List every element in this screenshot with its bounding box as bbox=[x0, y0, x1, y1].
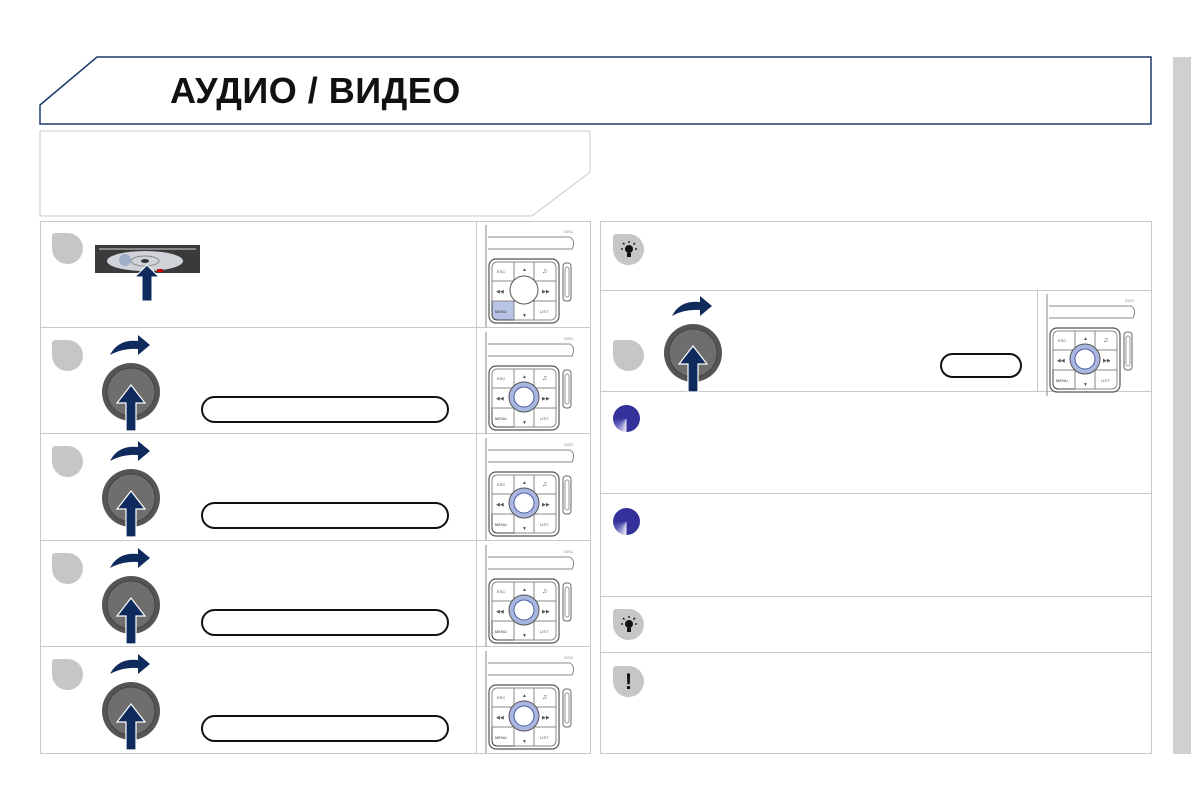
svg-text:LIST: LIST bbox=[540, 735, 549, 740]
svg-text:MENU: MENU bbox=[495, 735, 507, 740]
svg-text:LIST: LIST bbox=[540, 629, 549, 634]
rotary-knob-icon bbox=[100, 546, 170, 646]
step-badge bbox=[52, 446, 83, 477]
svg-text:LIST: LIST bbox=[1101, 378, 1110, 383]
svg-text:ESC: ESC bbox=[497, 269, 505, 274]
svg-text:ESC: ESC bbox=[497, 376, 505, 381]
svg-text:DISC: DISC bbox=[564, 229, 574, 234]
page-title: АУДИО / ВИДЕО bbox=[170, 70, 461, 111]
rotary-knob-icon bbox=[100, 333, 170, 433]
svg-text:MENU: MENU bbox=[1056, 378, 1068, 383]
control-panel-dial: DISC ESC MENU LIST ▲ ▼ ◀◀ ▶▶ ♫ bbox=[484, 543, 580, 647]
svg-text:♫: ♫ bbox=[542, 375, 547, 382]
intro-box bbox=[40, 131, 580, 216]
divider bbox=[600, 652, 1152, 653]
divider bbox=[40, 327, 591, 328]
divider bbox=[1037, 290, 1038, 391]
steps-panel bbox=[40, 221, 591, 754]
svg-text:ESC: ESC bbox=[497, 695, 505, 700]
step-badge bbox=[52, 553, 83, 584]
svg-text:LIST: LIST bbox=[540, 416, 549, 421]
svg-text:▲: ▲ bbox=[522, 587, 527, 593]
exclamation-icon: ! bbox=[613, 666, 644, 697]
svg-text:▶▶: ▶▶ bbox=[542, 715, 550, 721]
svg-text:▲: ▲ bbox=[522, 693, 527, 699]
svg-text:♫: ♫ bbox=[1103, 337, 1108, 344]
divider bbox=[600, 596, 1152, 597]
svg-text:ESC: ESC bbox=[497, 589, 505, 594]
svg-text:DISC: DISC bbox=[564, 655, 574, 660]
display-field bbox=[201, 715, 449, 742]
divider bbox=[40, 433, 591, 434]
rotary-knob-icon bbox=[100, 652, 170, 752]
svg-text:ESC: ESC bbox=[1058, 338, 1066, 343]
svg-text:▼: ▼ bbox=[1083, 382, 1088, 388]
svg-text:▼: ▼ bbox=[522, 526, 527, 532]
control-panel-menu: DISC ESC MENU LIST ▲ ▼ ◀◀ ▶▶ ♫ bbox=[484, 223, 580, 327]
svg-text:▲: ▲ bbox=[522, 374, 527, 380]
control-panel-dial: DISC ESC MENU LIST ▲ ▼ ◀◀ ▶▶ ♫ bbox=[1045, 292, 1141, 396]
divider bbox=[600, 290, 1152, 291]
scrollbar[interactable] bbox=[1173, 57, 1191, 754]
svg-text:♫: ♫ bbox=[542, 481, 547, 488]
divider bbox=[40, 540, 591, 541]
control-panel-dial: DISC ESC MENU LIST ▲ ▼ ◀◀ ▶▶ ♫ bbox=[484, 649, 580, 753]
display-field bbox=[201, 396, 449, 423]
step-badge bbox=[613, 340, 644, 371]
svg-text:◀◀: ◀◀ bbox=[496, 502, 504, 508]
divider bbox=[476, 221, 477, 754]
svg-text:◀◀: ◀◀ bbox=[496, 715, 504, 721]
svg-text:▶▶: ▶▶ bbox=[1103, 358, 1111, 364]
svg-text:LIST: LIST bbox=[540, 522, 549, 527]
svg-text:▼: ▼ bbox=[522, 633, 527, 639]
svg-text:▼: ▼ bbox=[522, 313, 527, 319]
svg-text:DISC: DISC bbox=[564, 549, 574, 554]
blue-disc-icon bbox=[613, 405, 640, 432]
svg-text:▶▶: ▶▶ bbox=[542, 396, 550, 402]
svg-text:▼: ▼ bbox=[522, 420, 527, 426]
svg-text:▲: ▲ bbox=[1083, 336, 1088, 342]
info-panel bbox=[600, 221, 1152, 754]
svg-text:▲: ▲ bbox=[522, 267, 527, 273]
svg-text:♫: ♫ bbox=[542, 268, 547, 275]
divider bbox=[600, 391, 1152, 392]
divider bbox=[40, 646, 591, 647]
svg-text:DISC: DISC bbox=[1125, 298, 1135, 303]
step-badge bbox=[52, 659, 83, 690]
lightbulb-icon bbox=[613, 609, 644, 640]
svg-text:MENU: MENU bbox=[495, 522, 507, 527]
svg-text:◀◀: ◀◀ bbox=[496, 396, 504, 402]
svg-text:ESC: ESC bbox=[497, 482, 505, 487]
rotary-knob-icon bbox=[662, 294, 732, 394]
blue-disc-icon bbox=[613, 508, 640, 535]
step-badge bbox=[52, 233, 83, 264]
svg-text:▶▶: ▶▶ bbox=[542, 609, 550, 615]
display-field bbox=[940, 353, 1022, 378]
svg-text:MENU: MENU bbox=[495, 309, 507, 314]
divider bbox=[600, 493, 1152, 494]
svg-text:♫: ♫ bbox=[542, 588, 547, 595]
display-field bbox=[201, 502, 449, 529]
control-panel-dial: DISC ESC MENU LIST ▲ ▼ ◀◀ ▶▶ ♫ bbox=[484, 436, 580, 540]
svg-text:♫: ♫ bbox=[542, 694, 547, 701]
svg-text:▶▶: ▶▶ bbox=[542, 502, 550, 508]
lightbulb-icon bbox=[613, 234, 644, 265]
svg-text:LIST: LIST bbox=[540, 309, 549, 314]
svg-text:DISC: DISC bbox=[564, 442, 574, 447]
control-panel-dial: DISC ESC MENU LIST ▲ ▼ ◀◀ ▶▶ ♫ bbox=[484, 330, 580, 434]
display-field bbox=[201, 609, 449, 636]
svg-text:▲: ▲ bbox=[522, 480, 527, 486]
svg-text:◀◀: ◀◀ bbox=[1057, 358, 1065, 364]
cd-insert-illustration bbox=[95, 245, 200, 302]
rotary-knob-icon bbox=[100, 439, 170, 539]
svg-text:MENU: MENU bbox=[495, 416, 507, 421]
svg-text:◀◀: ◀◀ bbox=[496, 609, 504, 615]
svg-text:◀◀: ◀◀ bbox=[496, 289, 504, 295]
svg-text:DISC: DISC bbox=[564, 336, 574, 341]
step-badge bbox=[52, 340, 83, 371]
svg-text:MENU: MENU bbox=[495, 629, 507, 634]
svg-text:▶▶: ▶▶ bbox=[542, 289, 550, 295]
svg-text:▼: ▼ bbox=[522, 739, 527, 745]
